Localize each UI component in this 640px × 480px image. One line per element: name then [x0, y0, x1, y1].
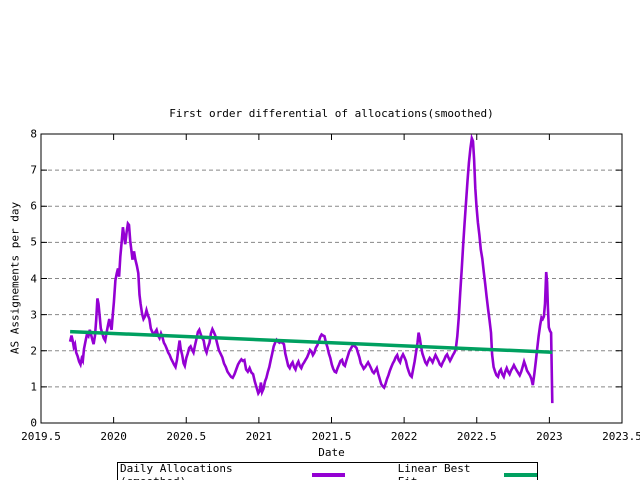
x-tick-label: 2020.5	[166, 430, 207, 443]
x-tick-label: 2021.5	[311, 430, 352, 443]
y-tick-label: 7	[30, 163, 37, 177]
legend-label-daily-allocations: Daily Allocations (smoothed)	[120, 462, 233, 480]
x-tick-label: 2021	[245, 430, 273, 443]
legend-line-sample-green	[504, 473, 537, 477]
x-tick-label: 2022	[390, 430, 418, 443]
legend-entry-linear-best-fit: Linear Best Fit	[398, 462, 537, 480]
y-tick-label: 8	[30, 127, 37, 141]
y-tick-label: 3	[30, 308, 37, 322]
legend-label-linear-best-fit: Linear Best Fit	[397, 462, 471, 480]
x-tick-label: 2023	[536, 430, 563, 443]
y-tick-label: 5	[30, 235, 37, 249]
legend: Daily Allocations (smoothed) Linear Best…	[117, 462, 538, 480]
chart-title: First order differential of allocations(…	[169, 107, 494, 120]
series-line-0	[68, 133, 554, 404]
y-tick-label: 1	[30, 380, 37, 394]
legend-line-sample-purple	[312, 473, 345, 477]
y-tick-label: 4	[30, 272, 37, 285]
x-tick-label: 2020	[100, 430, 127, 443]
y-tick-label: 0	[30, 416, 37, 430]
x-tick-label: 2023.5	[602, 430, 640, 443]
y-tick-label: 6	[30, 199, 37, 213]
x-tick-label: 2022.5	[456, 430, 497, 443]
x-tick-label: 2019.5	[21, 430, 61, 443]
series-line-1	[70, 329, 553, 354]
x-axis-label: Date	[318, 446, 345, 459]
legend-entry-daily-allocations: Daily Allocations (smoothed)	[120, 462, 345, 480]
y-tick-label: 2	[30, 344, 37, 358]
